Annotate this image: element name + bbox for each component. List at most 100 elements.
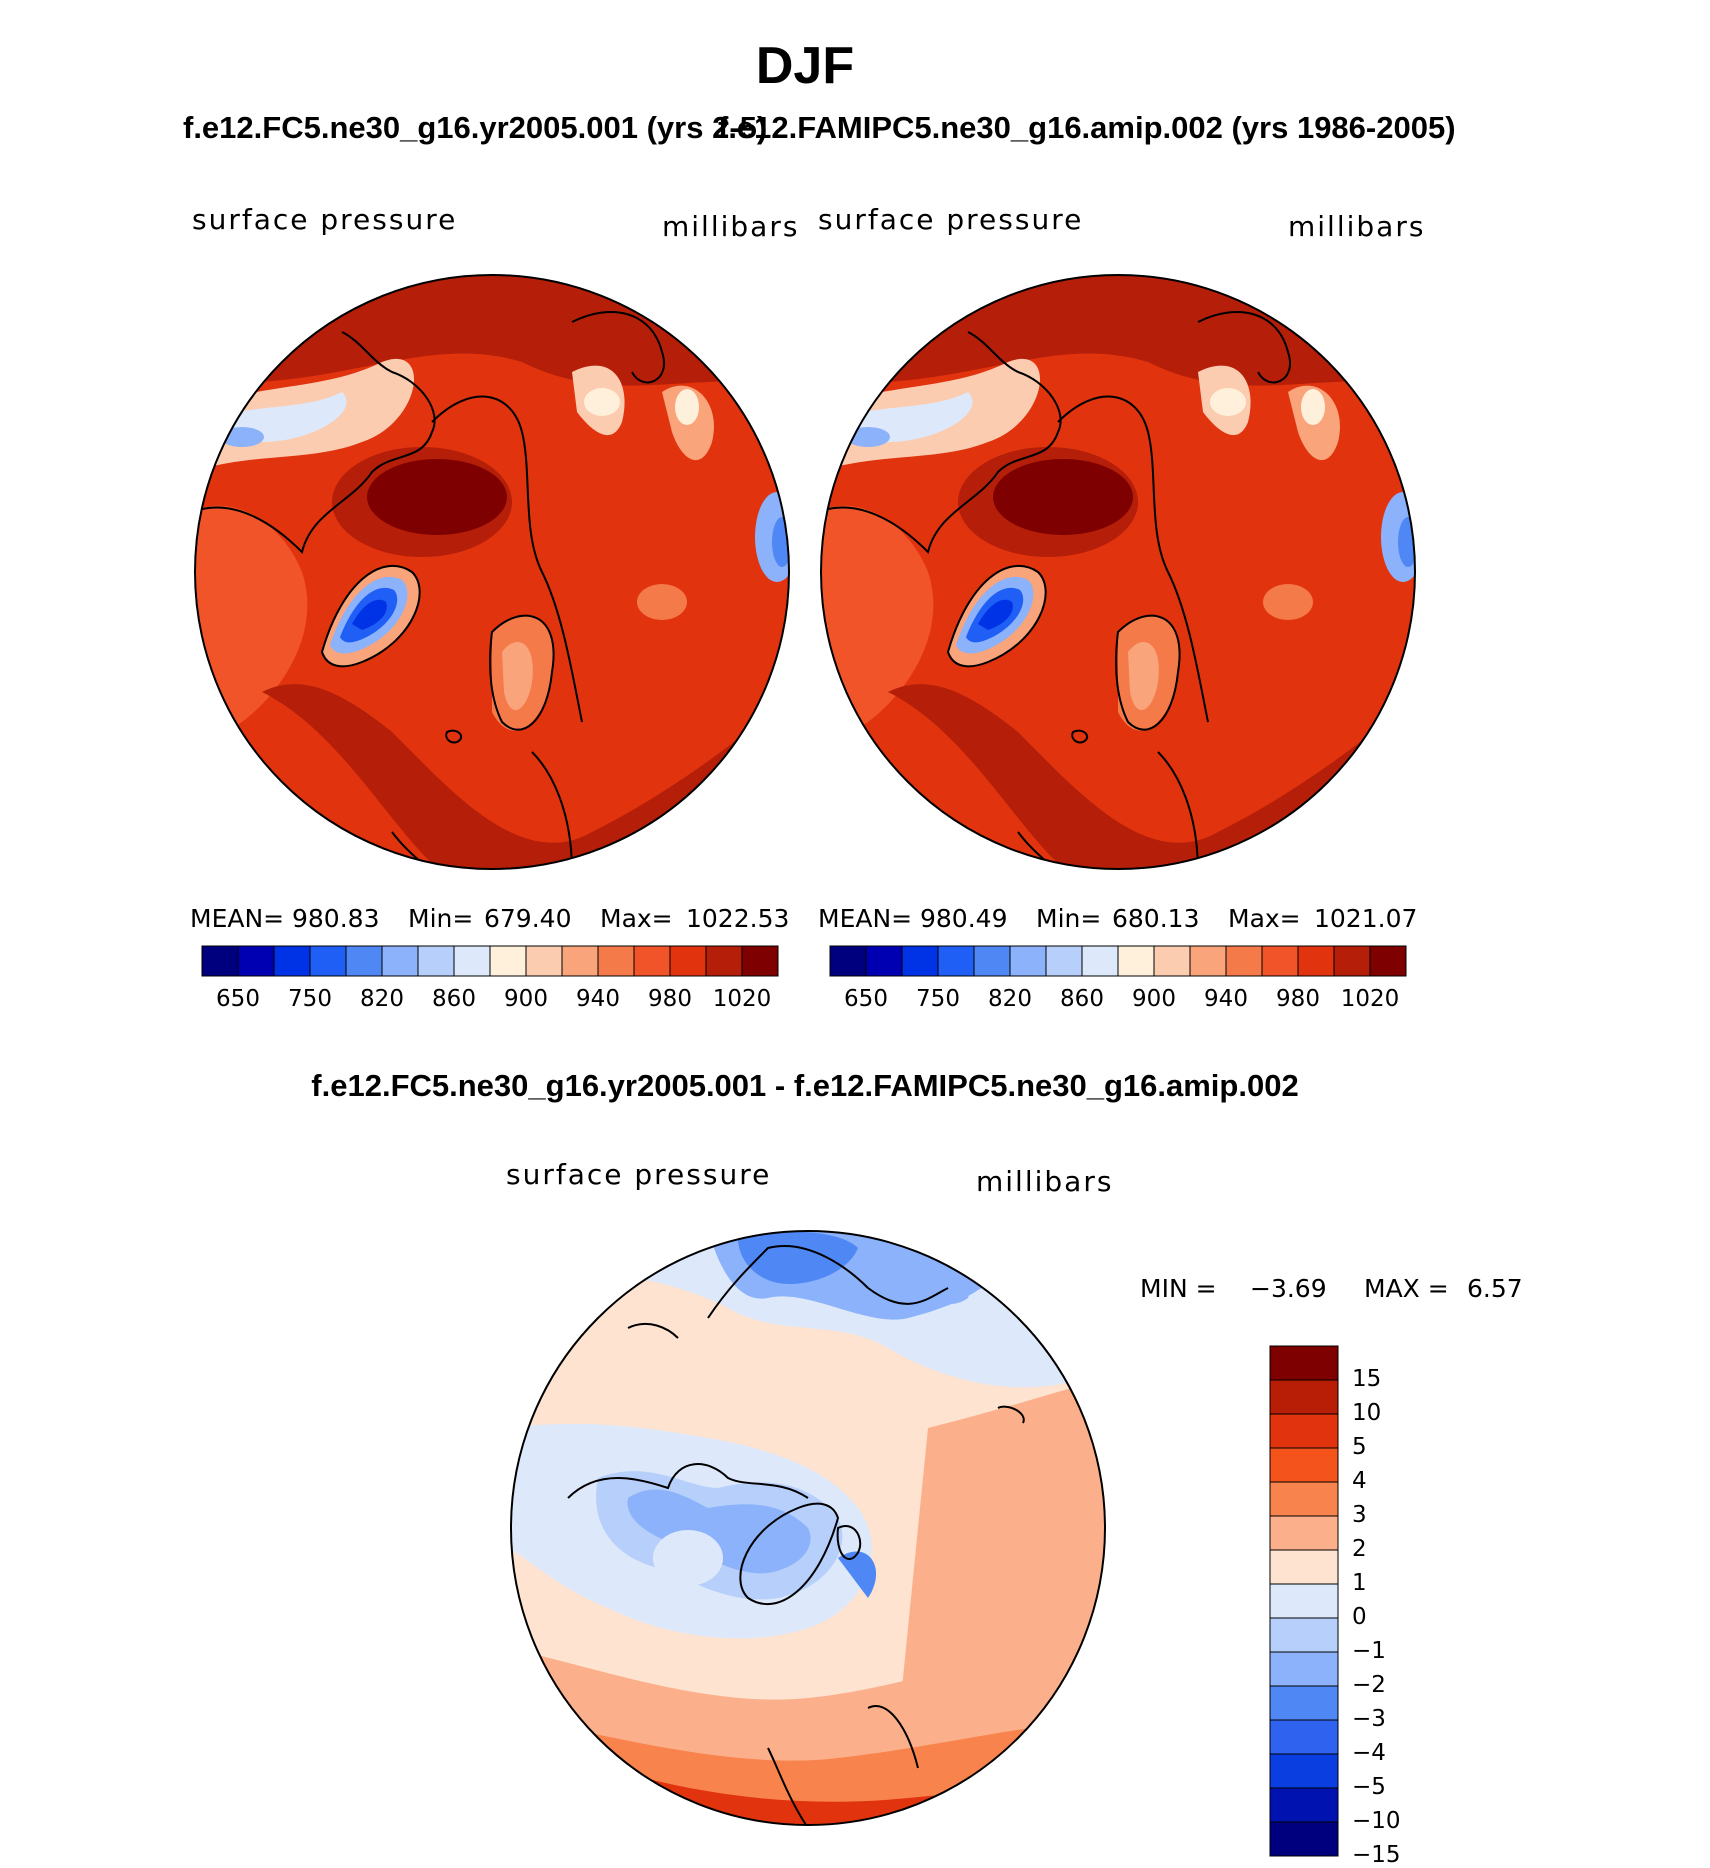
right-colorbar (829, 945, 1407, 977)
colorbar-swatch (937, 945, 975, 977)
colorbar-swatch (1333, 945, 1371, 977)
colorbar-swatch (1269, 1821, 1339, 1857)
left-min-label: Min= (408, 904, 474, 933)
colorbar-tick-label: 0 (1352, 1604, 1367, 1630)
colorbar-tick-label: −2 (1352, 1672, 1386, 1698)
colorbar-swatch (1269, 1787, 1339, 1823)
colorbar-swatch (1297, 945, 1335, 977)
colorbar-tick-label: 900 (504, 986, 548, 1012)
right-mean-value: 980.49 (920, 904, 1008, 933)
right-map-coastlines (821, 311, 1291, 869)
right-colorbar-ticks: 650 750 820 860 900 940 980 1020 (830, 986, 1406, 1016)
left-max-label: Max= (600, 904, 673, 933)
colorbar-tick-label: 15 (1352, 1366, 1382, 1392)
colorbar-swatch (237, 945, 275, 977)
diff-max-label: MAX = (1364, 1274, 1449, 1303)
diff-colorbar (1269, 1345, 1339, 1857)
colorbar-swatch (597, 945, 635, 977)
colorbar-swatch (273, 945, 311, 977)
colorbar-swatch (1269, 1515, 1339, 1551)
colorbar-tick-label: 750 (916, 986, 960, 1012)
colorbar-swatch (829, 945, 867, 977)
colorbar-swatch (1269, 1617, 1339, 1653)
colorbar-swatch (1269, 1413, 1339, 1449)
colorbar-swatch (1269, 1481, 1339, 1517)
difference-title: f.e12.FC5.ne30_g16.yr2005.001 - f.e12.FA… (311, 1068, 1299, 1103)
colorbar-tick-label: 1020 (712, 986, 772, 1012)
right-units-label: millibars (1288, 210, 1426, 243)
colorbar-swatch (1225, 945, 1263, 977)
colorbar-tick-label: 820 (988, 986, 1032, 1012)
colorbar-swatch (525, 945, 563, 977)
colorbar-swatch (1269, 1685, 1339, 1721)
right-polar-map (820, 274, 1416, 870)
colorbar-tick-label: 980 (648, 986, 692, 1012)
colorbar-tick-label: 820 (360, 986, 404, 1012)
left-map-field (195, 275, 789, 869)
colorbar-swatch (345, 945, 383, 977)
colorbar-swatch (1269, 1651, 1339, 1687)
right-mean-label: MEAN= (818, 904, 913, 933)
colorbar-swatch (1269, 1583, 1339, 1619)
colorbar-swatch (1369, 945, 1407, 977)
right-min-value: 680.13 (1112, 904, 1200, 933)
colorbar-tick-label: 3 (1352, 1502, 1367, 1528)
colorbar-swatch (1153, 945, 1191, 977)
colorbar-swatch (1269, 1719, 1339, 1755)
right-max-value: 1021.07 (1314, 904, 1418, 933)
colorbar-swatch (1269, 1447, 1339, 1483)
colorbar-tick-label: 1020 (1340, 986, 1400, 1012)
diff-min-value: −3.69 (1250, 1274, 1327, 1303)
colorbar-swatch (561, 945, 599, 977)
colorbar-tick-label: −4 (1352, 1740, 1386, 1766)
diff-colorbar-ticks: 15 10 5 4 3 2 1 0 −1 −2 −3 −4 −5 −10 −15 (1352, 1346, 1432, 1868)
right-field-label: surface pressure (818, 203, 1084, 236)
colorbar-swatch (1189, 945, 1227, 977)
colorbar-swatch (453, 945, 491, 977)
season-title: DJF (755, 37, 855, 95)
colorbar-swatch (1261, 945, 1299, 977)
colorbar-swatch (705, 945, 743, 977)
colorbar-swatch (901, 945, 939, 977)
colorbar-tick-label: 940 (1204, 986, 1248, 1012)
diff-field-label: surface pressure (506, 1158, 772, 1191)
colorbar-swatch (381, 945, 419, 977)
colorbar-tick-label: 4 (1352, 1468, 1367, 1494)
colorbar-tick-label: 750 (288, 986, 332, 1012)
colorbar-swatch (489, 945, 527, 977)
left-field-label: surface pressure (192, 203, 458, 236)
colorbar-swatch (201, 945, 239, 977)
colorbar-tick-label: 2 (1352, 1536, 1367, 1562)
right-map-field (821, 275, 1415, 869)
left-colorbar (201, 945, 779, 977)
colorbar-swatch (669, 945, 707, 977)
colorbar-tick-label: −5 (1352, 1774, 1386, 1800)
colorbar-swatch (1081, 945, 1119, 977)
colorbar-tick-label: 940 (576, 986, 620, 1012)
colorbar-swatch (417, 945, 455, 977)
left-map-coastlines (195, 311, 665, 869)
left-mean-value: 980.83 (292, 904, 380, 933)
diff-max-value: 6.57 (1467, 1274, 1523, 1303)
colorbar-swatch (1269, 1345, 1339, 1381)
colorbar-swatch (1269, 1753, 1339, 1789)
colorbar-swatch (1009, 945, 1047, 977)
colorbar-tick-label: 900 (1132, 986, 1176, 1012)
colorbar-swatch (1269, 1549, 1339, 1585)
colorbar-tick-label: −15 (1352, 1842, 1401, 1868)
colorbar-tick-label: −10 (1352, 1808, 1401, 1834)
diff-polar-map (510, 1230, 1106, 1826)
colorbar-swatch (1269, 1379, 1339, 1415)
colorbar-swatch (1045, 945, 1083, 977)
colorbar-swatch (633, 945, 671, 977)
colorbar-tick-label: −1 (1352, 1638, 1386, 1664)
colorbar-tick-label: 860 (1060, 986, 1104, 1012)
right-max-label: Max= (1228, 904, 1301, 933)
left-min-value: 679.40 (484, 904, 572, 933)
colorbar-tick-label: 650 (844, 986, 888, 1012)
left-units-label: millibars (662, 210, 800, 243)
left-max-value: 1022.53 (686, 904, 790, 933)
left-mean-label: MEAN= (190, 904, 285, 933)
colorbar-swatch (309, 945, 347, 977)
left-panel-title: f.e12.FC5.ne30_g16.yr2005.001 (yrs 2-5) (183, 110, 768, 145)
